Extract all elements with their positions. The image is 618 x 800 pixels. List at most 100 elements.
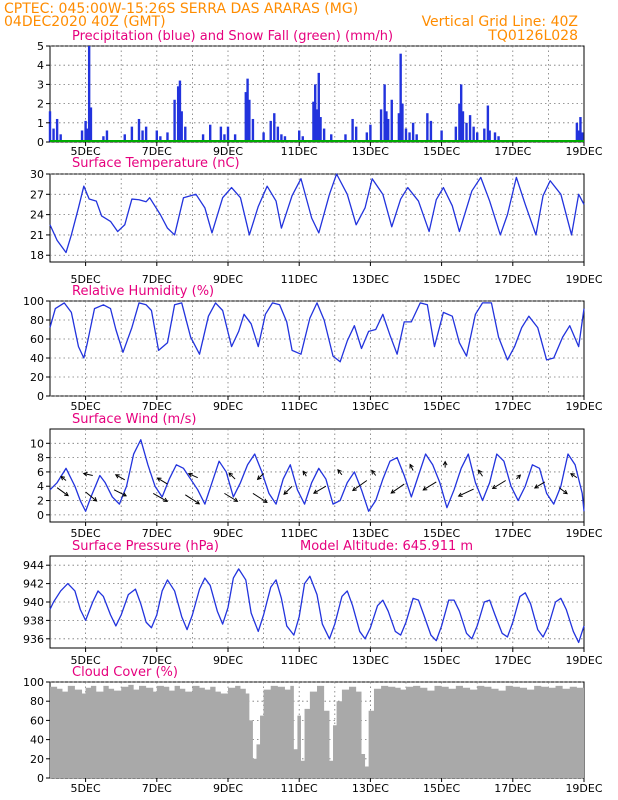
precip-bar — [476, 132, 479, 142]
precip-bar — [315, 109, 319, 142]
wind-arrow-head — [442, 460, 448, 466]
y-tick-label: 0 — [37, 390, 44, 403]
precip-bar — [123, 134, 126, 142]
precip-bar — [426, 113, 429, 142]
precip-bar — [226, 126, 230, 142]
wind-arrow-head — [302, 470, 308, 476]
station-header: CPTEC: 045:00W-15:26S SERRA DAS ARARAS (… — [4, 1, 358, 17]
wind-arrow-shaft — [492, 480, 506, 489]
precip-bar — [468, 115, 472, 142]
wind-arrow-shaft — [56, 487, 69, 497]
y-tick-label: 6 — [37, 466, 44, 479]
y-tick-label: 5 — [37, 40, 44, 53]
pressure-panel: Surface Pressure (hPa) Model Altitude: 6… — [23, 539, 603, 667]
wind-arrow — [371, 469, 377, 476]
x-tick-label: 15DEC — [423, 273, 460, 286]
wind-arrow-head — [122, 492, 128, 497]
wind-arrow-head — [563, 489, 568, 495]
x-tick-label: 13DEC — [352, 527, 389, 540]
wind-arrow-head — [351, 486, 357, 492]
precip-bar — [298, 130, 301, 142]
wind-arrow — [85, 491, 98, 502]
precip-bar — [399, 53, 402, 142]
y-tick-label: 80 — [30, 695, 44, 708]
run-date: 04DEC2020 40Z (GMT) — [4, 14, 166, 30]
wind-arrow-shaft — [478, 469, 483, 477]
x-tick-label: 11DEC — [281, 654, 318, 667]
y-tick-label: 4 — [37, 480, 44, 493]
wind-arrow-head — [156, 477, 162, 482]
precip-bar — [387, 118, 390, 142]
x-tick-label: 9DEC — [213, 782, 243, 795]
precip-bar — [80, 130, 84, 142]
precip-bar — [55, 118, 59, 142]
wind-arrow-shaft — [409, 464, 414, 471]
x-tick-label: 5DEC — [71, 400, 101, 413]
y-tick-label: 40 — [30, 352, 44, 365]
x-tick-label: 7DEC — [142, 527, 172, 540]
wind-arrow-shaft — [257, 473, 264, 480]
wind-arrow-shaft — [224, 492, 238, 502]
precip-bar — [411, 122, 415, 142]
wind-arrow — [337, 468, 343, 476]
x-tick-label: 19DEC — [565, 273, 602, 286]
y-tick-label: 944 — [23, 559, 44, 572]
wind-arrow — [56, 487, 69, 497]
wind-arrow-shaft — [228, 472, 236, 480]
precip-bar — [184, 126, 187, 142]
wind-arrow-head — [371, 469, 376, 475]
precip-bar — [351, 118, 354, 142]
y-tick-label: 24 — [30, 209, 44, 222]
precip-bar — [223, 134, 226, 142]
wind-arrow-shaft — [371, 470, 377, 476]
wind-arrow — [114, 474, 126, 481]
wind-arrow-shaft — [152, 492, 168, 502]
precip-bar — [458, 103, 461, 142]
x-tick-label: 13DEC — [352, 400, 389, 413]
cloud-cover-panel: Cloud Cover (%) 5DEC 7DEC 9DEC 11DEC 13DEC 15… — [23, 665, 603, 795]
precip-bar — [102, 136, 105, 142]
series-line — [49, 173, 585, 254]
x-tick-label: 13DEC — [352, 782, 389, 795]
wind-arrow — [491, 480, 506, 490]
x-tick-label: 5DEC — [71, 145, 101, 158]
wind-arrow — [152, 492, 169, 502]
temperature-title: Surface Temperature (nC) — [72, 156, 240, 171]
series-line — [49, 302, 585, 363]
precip-bar — [459, 84, 463, 142]
wind-arrow-shaft — [85, 491, 97, 502]
x-tick-label: 5DEC — [71, 654, 101, 667]
x-tick-label: 7DEC — [142, 273, 172, 286]
wind-arrow-head — [187, 472, 193, 478]
y-tick-label: 20 — [30, 753, 44, 766]
precipitation-title: Precipitation (blue) and Snow Fall (gree… — [72, 29, 393, 44]
precip-bar — [159, 136, 162, 142]
wind-arrow — [422, 481, 437, 491]
x-tick-label: 11DEC — [281, 782, 318, 795]
wind-arrow — [457, 488, 474, 497]
wind-arrow — [185, 494, 201, 505]
y-tick-label: 20 — [30, 371, 44, 384]
precip-bar — [87, 46, 91, 142]
x-tick-label: 13DEC — [352, 654, 389, 667]
wind-arrow-head — [409, 463, 414, 469]
x-tick-label: 7DEC — [142, 400, 172, 413]
wind-arrow — [113, 489, 128, 497]
wind-arrow — [409, 463, 414, 471]
x-tick-label: 15DEC — [423, 527, 460, 540]
y-tick-label: 60 — [30, 333, 44, 346]
precip-bar — [105, 130, 109, 142]
x-tick-label: 9DEC — [213, 527, 243, 540]
precip-bar — [404, 128, 408, 142]
y-tick-label: 0 — [37, 772, 44, 785]
precipitation-panel: Precipitation (blue) and Snow Fall (gree… — [37, 29, 603, 158]
y-tick-label: 0 — [37, 509, 44, 522]
precip-bar — [283, 136, 287, 142]
precip-bar — [493, 132, 497, 142]
y-tick-label: 8 — [37, 452, 44, 465]
wind-arrow-shaft — [570, 473, 578, 479]
precip-bar — [472, 126, 475, 142]
precip-bar — [201, 134, 205, 142]
wind-arrow-shaft — [115, 474, 126, 481]
